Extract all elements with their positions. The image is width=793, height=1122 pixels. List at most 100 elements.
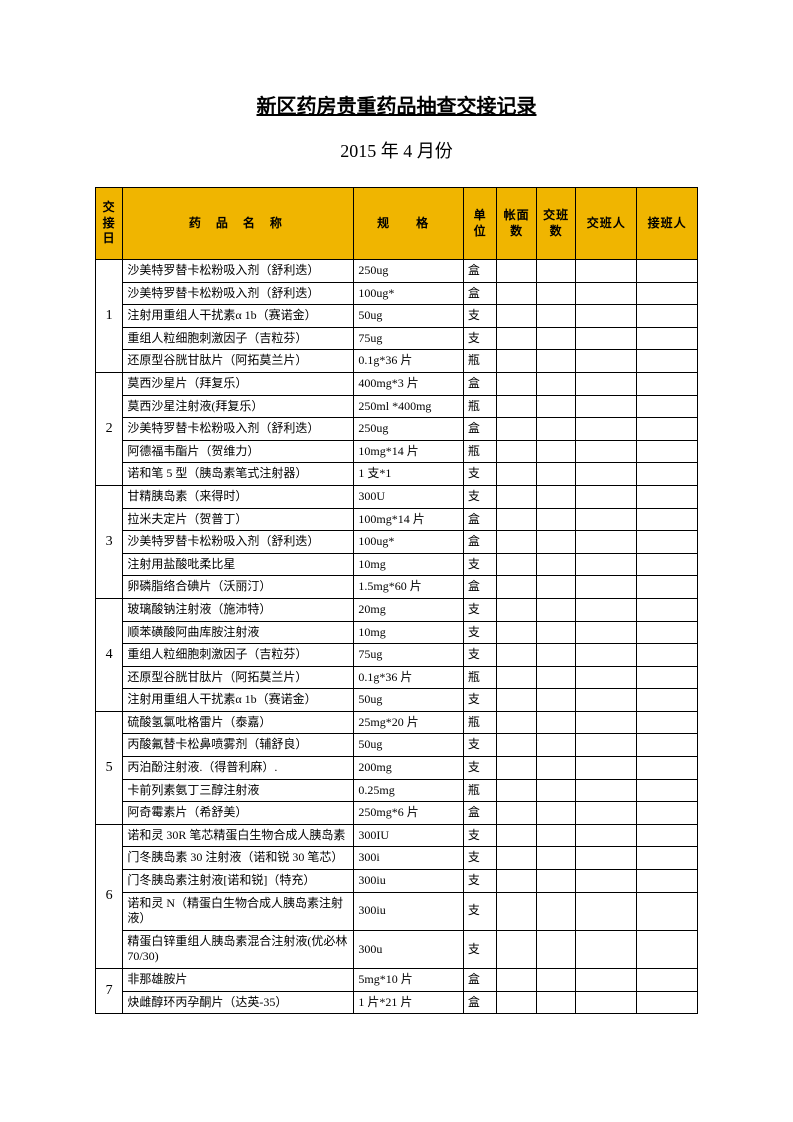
spec-cell: 1 支*1: [354, 463, 463, 486]
hand-cell: [576, 418, 637, 441]
hand-cell: [576, 824, 637, 847]
header-name: 药 品 名 称: [123, 188, 354, 260]
name-cell: 丙酸氟替卡松鼻喷雾剂（辅舒良）: [123, 734, 354, 757]
unit-cell: 盒: [463, 576, 496, 599]
hand-cell: [576, 847, 637, 870]
name-cell: 门冬胰岛素 30 注射液（诺和锐 30 笔芯）: [123, 847, 354, 870]
day-cell: 7: [96, 969, 123, 1014]
spec-cell: 250mg*6 片: [354, 802, 463, 825]
unit-cell: 盒: [463, 531, 496, 554]
shift-cell: [536, 282, 576, 305]
spec-cell: 10mg: [354, 621, 463, 644]
table-row: 7非那雄胺片5mg*10 片盒: [96, 969, 698, 992]
table-row: 诺和笔 5 型（胰岛素笔式注射器）1 支*1支: [96, 463, 698, 486]
acct-cell: [497, 757, 537, 780]
day-cell: 6: [96, 824, 123, 968]
hand-cell: [576, 644, 637, 667]
unit-cell: 盒: [463, 282, 496, 305]
unit-cell: 盒: [463, 969, 496, 992]
spec-cell: 250ug: [354, 418, 463, 441]
shift-cell: [536, 305, 576, 328]
recv-cell: [637, 621, 698, 644]
recv-cell: [637, 930, 698, 968]
hand-cell: [576, 734, 637, 757]
table-row: 顺苯磺酸阿曲库胺注射液10mg支: [96, 621, 698, 644]
hand-cell: [576, 508, 637, 531]
table-row: 沙美特罗替卡松粉吸入剂（舒利迭）100ug*盒: [96, 282, 698, 305]
table-header-row: 交接日 药 品 名 称 规 格 单位 帐面数 交班数 交班人 接班人: [96, 188, 698, 260]
table-row: 沙美特罗替卡松粉吸入剂（舒利迭）250ug盒: [96, 418, 698, 441]
hand-cell: [576, 689, 637, 712]
name-cell: 沙美特罗替卡松粉吸入剂（舒利迭）: [123, 418, 354, 441]
hand-cell: [576, 260, 637, 283]
day-cell: 3: [96, 485, 123, 598]
table-row: 注射用盐酸吡柔比星10mg支: [96, 553, 698, 576]
name-cell: 卵磷脂络合碘片（沃丽汀）: [123, 576, 354, 599]
table-row: 阿德福韦酯片（贺维力）10mg*14 片瓶: [96, 440, 698, 463]
recv-cell: [637, 418, 698, 441]
shift-cell: [536, 892, 576, 930]
shift-cell: [536, 327, 576, 350]
spec-cell: 300i: [354, 847, 463, 870]
spec-cell: 100ug*: [354, 282, 463, 305]
table-row: 炔雌醇环丙孕酮片（达英-35）1 片*21 片盒: [96, 991, 698, 1014]
recv-cell: [637, 553, 698, 576]
shift-cell: [536, 824, 576, 847]
hand-cell: [576, 802, 637, 825]
recv-cell: [637, 734, 698, 757]
table-row: 丙酸氟替卡松鼻喷雾剂（辅舒良）50ug支: [96, 734, 698, 757]
header-unit: 单位: [463, 188, 496, 260]
table-row: 阿奇霉素片（希舒美）250mg*6 片盒: [96, 802, 698, 825]
shift-cell: [536, 576, 576, 599]
name-cell: 门冬胰岛素注射液[诺和锐]（特充）: [123, 870, 354, 893]
table-row: 注射用重组人干扰素α 1b（赛诺金）50ug支: [96, 305, 698, 328]
acct-cell: [497, 689, 537, 712]
recv-cell: [637, 508, 698, 531]
recv-cell: [637, 598, 698, 621]
shift-cell: [536, 350, 576, 373]
unit-cell: 支: [463, 305, 496, 328]
table-row: 3甘精胰岛素（来得时）300U支: [96, 485, 698, 508]
recv-cell: [637, 802, 698, 825]
hand-cell: [576, 757, 637, 780]
table-row: 4玻璃酸钠注射液（施沛特）20mg支: [96, 598, 698, 621]
unit-cell: 支: [463, 598, 496, 621]
unit-cell: 盒: [463, 802, 496, 825]
recv-cell: [637, 969, 698, 992]
recv-cell: [637, 282, 698, 305]
table-row: 2莫西沙星片（拜复乐）400mg*3 片盒: [96, 372, 698, 395]
name-cell: 炔雌醇环丙孕酮片（达英-35）: [123, 991, 354, 1014]
name-cell: 精蛋白锌重组人胰岛素混合注射液(优必林 70/30): [123, 930, 354, 968]
acct-cell: [497, 553, 537, 576]
day-cell: 5: [96, 711, 123, 824]
name-cell: 注射用盐酸吡柔比星: [123, 553, 354, 576]
spec-cell: 10mg: [354, 553, 463, 576]
shift-cell: [536, 440, 576, 463]
shift-cell: [536, 598, 576, 621]
acct-cell: [497, 892, 537, 930]
spec-cell: 1.5mg*60 片: [354, 576, 463, 599]
page-title: 新区药房贵重药品抽查交接记录: [95, 90, 698, 119]
spec-cell: 200mg: [354, 757, 463, 780]
day-cell: 1: [96, 260, 123, 373]
unit-cell: 支: [463, 892, 496, 930]
shift-cell: [536, 666, 576, 689]
unit-cell: 支: [463, 734, 496, 757]
hand-cell: [576, 463, 637, 486]
acct-cell: [497, 598, 537, 621]
table-row: 丙泊酚注射液.（得普利麻）.200mg支: [96, 757, 698, 780]
table-row: 重组人粒细胞刺激因子（吉粒芬）75ug支: [96, 327, 698, 350]
acct-cell: [497, 350, 537, 373]
acct-cell: [497, 305, 537, 328]
table-row: 1沙美特罗替卡松粉吸入剂（舒利迭）250ug盒: [96, 260, 698, 283]
spec-cell: 400mg*3 片: [354, 372, 463, 395]
name-cell: 莫西沙星注射液(拜复乐）: [123, 395, 354, 418]
unit-cell: 支: [463, 553, 496, 576]
name-cell: 还原型谷胱甘肽片（阿拓莫兰片）: [123, 350, 354, 373]
shift-cell: [536, 734, 576, 757]
spec-cell: 50ug: [354, 689, 463, 712]
unit-cell: 瓶: [463, 350, 496, 373]
unit-cell: 瓶: [463, 440, 496, 463]
shift-cell: [536, 644, 576, 667]
table-row: 莫西沙星注射液(拜复乐）250ml *400mg瓶: [96, 395, 698, 418]
